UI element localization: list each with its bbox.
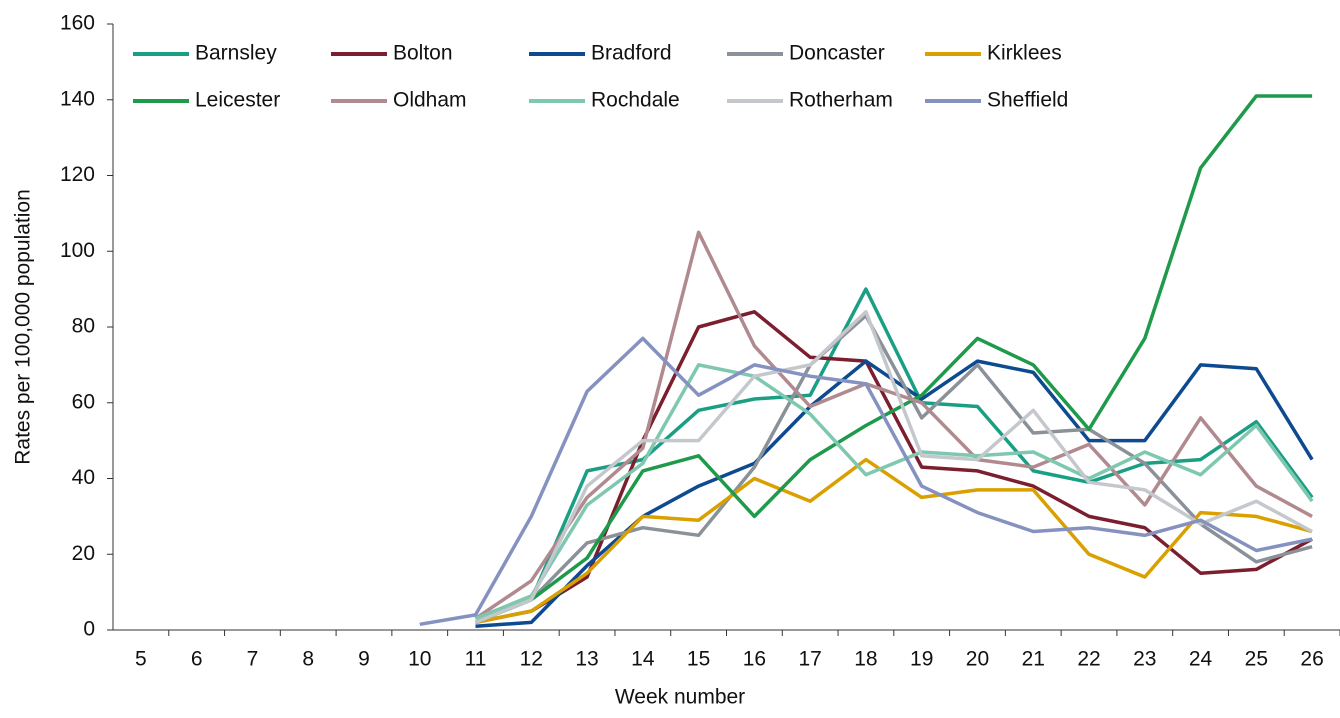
x-axis-label: Week number xyxy=(615,686,745,709)
series-line xyxy=(475,310,1313,625)
legend-label: Barnsley xyxy=(195,42,277,65)
x-tick-label: 8 xyxy=(302,648,314,671)
x-tick-label: 10 xyxy=(408,648,431,671)
x-tick-label: 16 xyxy=(743,648,766,671)
y-tick-label: 100 xyxy=(60,239,95,262)
series-line xyxy=(474,313,1313,625)
y-tick-label: 0 xyxy=(83,618,95,641)
series-line xyxy=(475,457,1313,625)
x-tick-label: 9 xyxy=(358,648,370,671)
series-line xyxy=(474,363,1314,621)
x-tick-label: 17 xyxy=(798,648,821,671)
y-tick-label: 60 xyxy=(72,390,95,413)
y-tick-label: 160 xyxy=(60,12,95,35)
legend-label: Kirklees xyxy=(987,42,1062,65)
x-tick-label: 14 xyxy=(631,648,655,671)
y-tick-label: 20 xyxy=(72,542,95,565)
x-tick-label: 18 xyxy=(854,648,877,671)
legend-label: Leicester xyxy=(195,89,280,112)
x-tick-label: 19 xyxy=(910,648,933,671)
x-tick-label: 25 xyxy=(1245,648,1268,671)
legend-label: Bradford xyxy=(591,42,672,65)
y-tick-label: 80 xyxy=(72,315,95,338)
x-tick-label: 7 xyxy=(247,648,259,671)
x-tick-label: 11 xyxy=(465,648,487,671)
x-tick-label: 5 xyxy=(135,648,147,671)
series-line xyxy=(474,94,1313,625)
x-tick-label: 26 xyxy=(1300,648,1323,671)
x-tick-label: 12 xyxy=(520,648,543,671)
y-axis-label: Rates per 100,000 population xyxy=(12,189,35,465)
legend-label: Rochdale xyxy=(591,89,680,112)
x-tick-label: 15 xyxy=(687,648,710,671)
legend-label: Oldham xyxy=(393,89,467,112)
legend-label: Bolton xyxy=(393,42,453,65)
x-tick-label: 13 xyxy=(575,648,598,671)
x-tick-label: 22 xyxy=(1077,648,1100,671)
y-tick-label: 120 xyxy=(60,163,95,186)
x-tick-label: 21 xyxy=(1022,648,1045,671)
x-tick-label: 20 xyxy=(966,648,989,671)
x-tick-label: 6 xyxy=(191,648,203,671)
y-tick-label: 40 xyxy=(72,466,95,489)
series-line xyxy=(474,230,1313,621)
legend-label: Rotherham xyxy=(789,89,893,112)
legend-label: Sheffield xyxy=(987,89,1068,112)
series-line xyxy=(474,310,1313,625)
series-line xyxy=(419,336,1313,627)
legend-label: Doncaster xyxy=(789,42,885,65)
y-tick-label: 140 xyxy=(60,87,95,110)
x-tick-label: 23 xyxy=(1133,648,1156,671)
series-line xyxy=(474,287,1314,625)
x-tick-label: 24 xyxy=(1189,648,1213,671)
